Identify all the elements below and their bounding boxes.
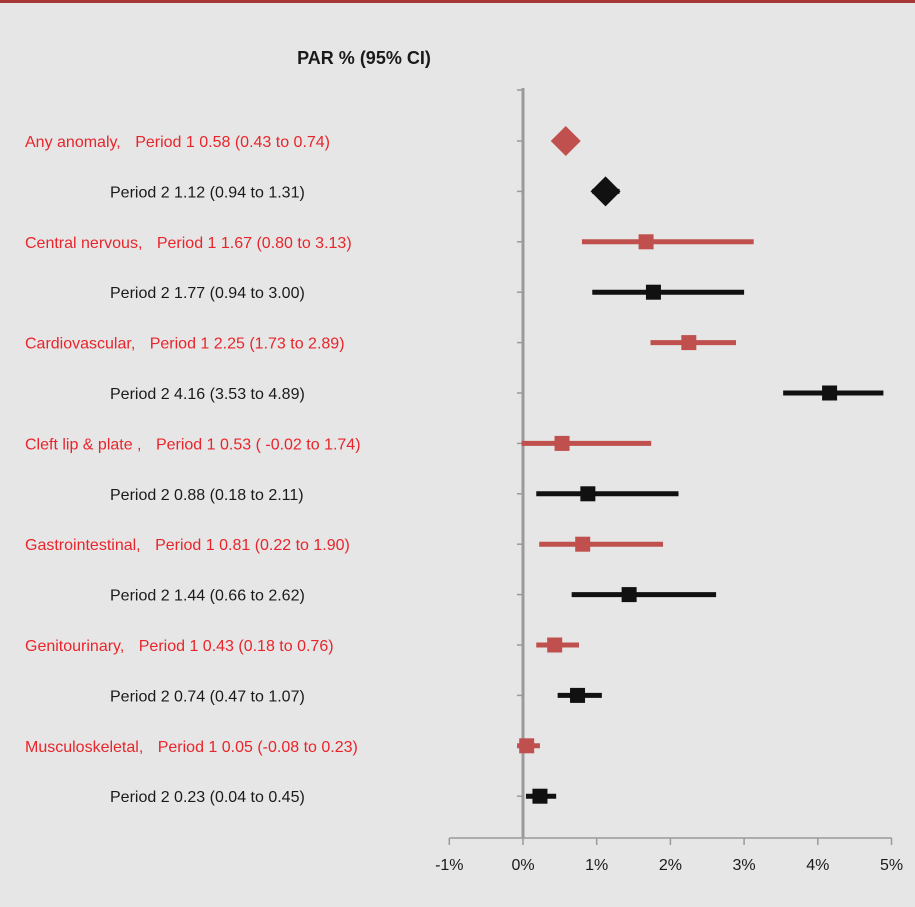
row-group-name: Genitourinary,: [25, 638, 129, 655]
row-label: Genitourinary, Period 1 0.43 (0.18 to 0.…: [25, 638, 334, 655]
row-period-label: Period 1: [135, 134, 199, 151]
row-period-label: Period 2: [110, 487, 174, 504]
estimate-square: [532, 788, 548, 804]
row-ci-text: 0.88 (0.18 to 2.11): [174, 487, 304, 504]
top-rule: [0, 0, 915, 3]
row-group-name: Cardiovascular,: [25, 336, 140, 353]
estimate-square: [822, 385, 838, 401]
row-label: Period 2 0.88 (0.18 to 2.11): [110, 487, 304, 504]
row-ci-text: 1.77 (0.94 to 3.00): [174, 285, 305, 302]
estimate-square: [547, 637, 563, 653]
estimate-square: [580, 486, 596, 502]
row-period-label: Period 1: [155, 537, 219, 554]
estimate-square: [681, 335, 697, 351]
row-period-label: Period 1: [158, 739, 222, 756]
row-period-label: Period 2: [110, 688, 174, 705]
row-period-label: Period 1: [150, 336, 214, 353]
row-label: Cardiovascular, Period 1 2.25 (1.73 to 2…: [25, 336, 345, 353]
row-group-name: Gastrointestinal,: [25, 537, 145, 554]
row-ci-text: 0.43 (0.18 to 0.76): [203, 638, 334, 655]
row-period-label: Period 1: [156, 436, 220, 453]
row-label: Gastrointestinal, Period 1 0.81 (0.22 to…: [25, 537, 350, 554]
row-ci-text: 0.53 ( -0.02 to 1.74): [220, 436, 361, 453]
row-ci-text: 4.16 (3.53 to 4.89): [174, 386, 305, 403]
row-period-label: Period 2: [110, 285, 174, 302]
row-ci-text: 0.58 (0.43 to 0.74): [199, 134, 330, 151]
estimate-square: [554, 435, 570, 451]
row-ci-text: 0.81 (0.22 to 1.90): [219, 537, 350, 554]
chart-title: PAR % (95% CI): [297, 48, 431, 68]
x-tick-label: 2%: [659, 857, 682, 874]
row-ci-text: 1.67 (0.80 to 3.13): [221, 235, 352, 252]
row-period-label: Period 2: [110, 588, 174, 605]
row-label: Period 2 4.16 (3.53 to 4.89): [110, 386, 305, 403]
estimate-square: [519, 738, 535, 754]
axis-layer: -1% 0% 1% 2% 3% 4% 5%: [435, 88, 903, 874]
row-ci-text: 1.12 (0.94 to 1.31): [174, 184, 305, 201]
x-tick-label: -1%: [435, 857, 463, 874]
row-period-label: Period 2: [110, 386, 174, 403]
estimate-square: [638, 234, 654, 250]
row-label: Period 2 0.23 (0.04 to 0.45): [110, 789, 305, 806]
row-label: Any anomaly, Period 1 0.58 (0.43 to 0.74…: [25, 134, 330, 151]
row-ci-text: 0.74 (0.47 to 1.07): [174, 688, 305, 705]
row-label: Period 2 1.77 (0.94 to 3.00): [110, 285, 305, 302]
row-label: Period 2 1.44 (0.66 to 2.62): [110, 588, 305, 605]
row-label: Central nervous, Period 1 1.67 (0.80 to …: [25, 235, 352, 252]
estimate-square: [621, 587, 637, 603]
row-ci-text: 1.44 (0.66 to 2.62): [174, 588, 305, 605]
row-period-label: Period 1: [157, 235, 221, 252]
estimate-square: [645, 284, 661, 300]
estimate-diamond: [550, 126, 581, 156]
estimate-diamond: [590, 176, 621, 207]
row-group-name: Cleft lip & plate ,: [25, 436, 146, 453]
x-tick-label: 0%: [511, 857, 534, 874]
chart-panel: [8, 8, 910, 907]
row-label: Musculoskeletal, Period 1 0.05 (-0.08 to…: [25, 739, 358, 756]
x-tick-label: 3%: [733, 857, 756, 874]
x-tick-label: 5%: [880, 857, 903, 874]
rows-layer: Any anomaly, Period 1 0.58 (0.43 to 0.74…: [25, 126, 884, 806]
row-group-name: Central nervous,: [25, 235, 147, 252]
row-ci-text: 0.05 (-0.08 to 0.23): [222, 739, 358, 756]
row-period-label: Period 2: [110, 789, 174, 806]
row-ci-text: 2.25 (1.73 to 2.89): [214, 336, 345, 353]
estimate-square: [570, 687, 586, 703]
row-label: Period 2 1.12 (0.94 to 1.31): [110, 184, 305, 201]
row-group-name: Musculoskeletal,: [25, 739, 148, 756]
row-period-label: Period 1: [139, 638, 203, 655]
row-period-label: Period 2: [110, 184, 174, 201]
x-tick-label: 4%: [806, 857, 829, 874]
row-label: Cleft lip & plate , Period 1 0.53 ( -0.0…: [25, 436, 361, 453]
estimate-square: [575, 536, 591, 552]
row-label: Period 2 0.74 (0.47 to 1.07): [110, 688, 305, 705]
x-tick-label: 1%: [585, 857, 608, 874]
row-ci-text: 0.23 (0.04 to 0.45): [174, 789, 305, 806]
row-group-name: Any anomaly,: [25, 134, 125, 151]
